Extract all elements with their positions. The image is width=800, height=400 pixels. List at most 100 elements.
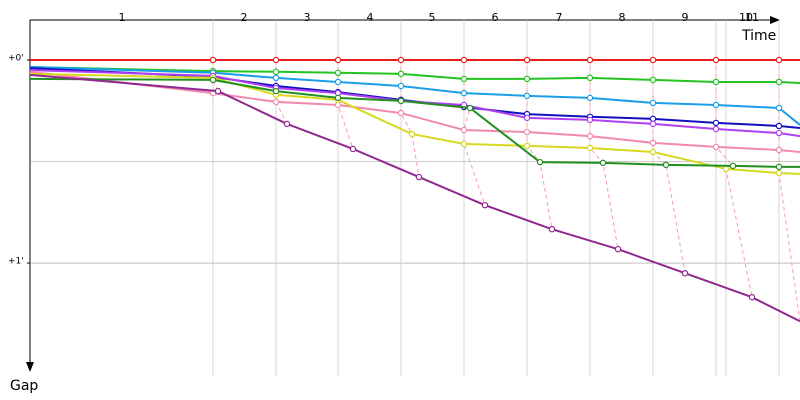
series-point — [775, 146, 783, 154]
y-tick-label: +1' — [8, 257, 24, 267]
series-point — [548, 225, 556, 233]
series-point — [775, 169, 783, 177]
series-point — [415, 173, 423, 181]
series-point — [397, 70, 405, 78]
series-point — [523, 142, 531, 150]
x-axis-arrow — [770, 16, 780, 24]
series-point — [523, 75, 531, 83]
series-point — [712, 56, 720, 64]
series-point — [586, 144, 594, 152]
series-line — [29, 72, 800, 176]
series-line — [29, 70, 800, 154]
series-point — [334, 78, 342, 86]
series-point — [209, 56, 217, 64]
series-point — [681, 269, 689, 277]
series-point — [599, 159, 607, 167]
series-point — [649, 115, 657, 123]
series-point — [397, 109, 405, 117]
series-point — [460, 89, 468, 97]
series-line — [29, 66, 800, 84]
series-point — [334, 56, 342, 64]
series-point — [349, 145, 357, 153]
lap-label: 7 — [556, 11, 563, 24]
series-point — [712, 125, 720, 133]
series-point — [214, 87, 222, 95]
series-line — [29, 69, 800, 138]
lap-connector — [778, 59, 800, 322]
lap-connector — [589, 59, 619, 250]
series-point — [649, 120, 657, 128]
series-point — [586, 94, 594, 102]
lap-label: 2 — [241, 11, 248, 24]
series-point — [272, 98, 280, 106]
series-point — [466, 104, 474, 112]
series-point — [460, 75, 468, 83]
series-point — [272, 74, 280, 82]
series-point — [712, 143, 720, 151]
series-point — [775, 122, 783, 130]
series-point — [523, 128, 531, 136]
series-point — [712, 101, 720, 109]
series-point — [536, 158, 544, 166]
lap-label: 6 — [492, 11, 499, 24]
series-point — [334, 94, 342, 102]
lap-connector — [463, 59, 486, 206]
lap-label: 5 — [429, 11, 436, 24]
series-point — [272, 87, 280, 95]
series-point — [722, 165, 730, 173]
series-point — [775, 104, 783, 112]
lap-label: 4 — [367, 11, 374, 24]
y-tick-label: +0' — [8, 53, 24, 63]
series-line — [29, 73, 800, 323]
series-point — [272, 56, 280, 64]
series-point — [523, 92, 531, 100]
series-point — [748, 294, 756, 301]
lap-connector — [526, 59, 553, 230]
series-point — [586, 56, 594, 64]
series-point — [662, 161, 670, 169]
series-point — [408, 130, 416, 138]
series-point — [649, 56, 657, 64]
series-point — [649, 139, 657, 147]
series-line — [29, 66, 800, 126]
series-point — [523, 56, 531, 64]
series-point — [283, 120, 291, 128]
y-axis-label: Gap — [10, 378, 38, 394]
lap-label: 3 — [304, 11, 311, 24]
series-point — [334, 69, 342, 77]
lap-connector — [400, 59, 420, 178]
lap-label: 10 — [739, 11, 753, 24]
series-point — [334, 101, 342, 109]
y-axis-arrow — [26, 362, 34, 372]
series-point — [775, 56, 783, 64]
series-point — [397, 97, 405, 105]
series-point — [397, 56, 405, 64]
series-point — [712, 119, 720, 127]
x-axis-label: Time — [741, 28, 776, 44]
series-point — [586, 132, 594, 140]
series-point — [272, 68, 280, 75]
series-point — [775, 78, 783, 86]
series-point — [397, 82, 405, 90]
series-point — [649, 99, 657, 107]
series-point — [586, 74, 594, 82]
lap-connector — [652, 59, 686, 274]
series-point — [649, 76, 657, 84]
series-point — [586, 116, 594, 124]
lap-label: 11 — [745, 11, 759, 24]
series-point — [481, 201, 489, 209]
lap-label: 9 — [682, 11, 689, 24]
series-point — [729, 162, 737, 170]
series-point — [649, 148, 657, 156]
series-point — [614, 245, 622, 253]
series-point — [523, 114, 531, 122]
series-point — [775, 163, 783, 171]
lap-label: 8 — [619, 11, 626, 24]
lap-label: 1 — [119, 11, 126, 24]
series-point — [460, 140, 468, 148]
series-line — [29, 77, 800, 168]
series-point — [775, 129, 783, 137]
lap-connector — [715, 59, 753, 298]
series-point — [712, 78, 720, 86]
